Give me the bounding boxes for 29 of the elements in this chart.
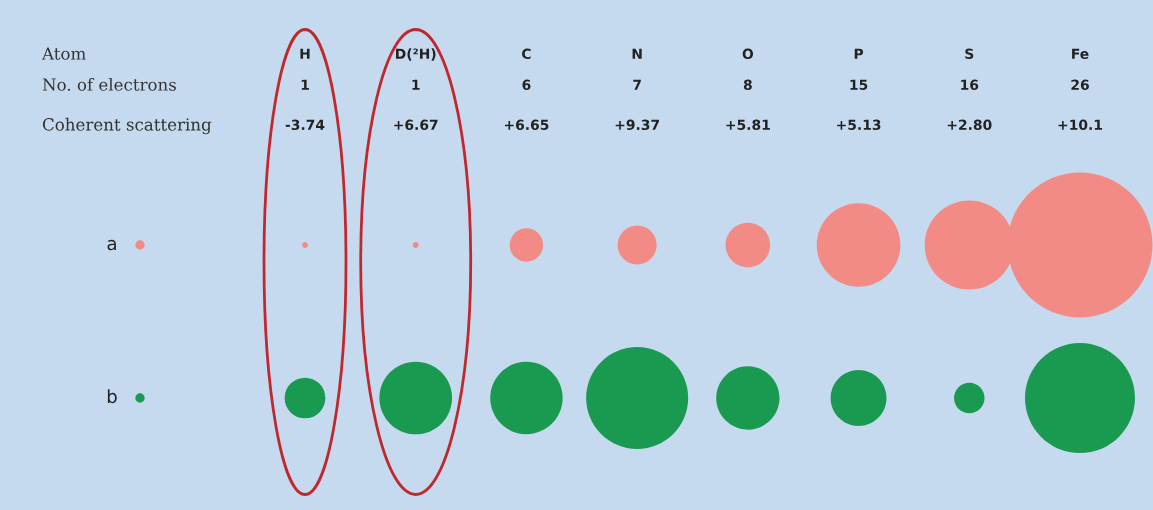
data-label: +2.80 [947, 119, 992, 131]
data-label: +5.13 [837, 119, 881, 131]
category-label: P [854, 48, 864, 59]
data-label: 26 [1071, 79, 1089, 91]
data-label: +10.1 [1058, 119, 1102, 131]
category-label: C [522, 48, 531, 60]
category-label: O [742, 48, 754, 60]
text: Atom [41, 47, 86, 60]
data-label: 16 [961, 79, 979, 91]
data-label: +5.81 [726, 119, 770, 131]
data-label: 8 [743, 79, 752, 91]
legend-label: a [107, 239, 116, 251]
category-label: S [965, 48, 974, 60]
data-label: 15 [850, 79, 868, 91]
text: Coherent scattering [42, 117, 212, 135]
data-label: 1 [412, 79, 420, 90]
data-label: 6 [522, 79, 531, 91]
data-label: 1 [301, 79, 309, 90]
legend-label: b [107, 389, 117, 404]
text: No. of electrons [42, 77, 176, 91]
data-label: 7 [633, 79, 641, 90]
data-label: +9.37 [615, 119, 659, 131]
data-label: +6.65 [504, 119, 549, 131]
category-label: Fe [1072, 48, 1089, 60]
data-label: +6.67 [394, 119, 438, 131]
category-label: D(²H) [396, 48, 436, 61]
data-label: -3.74 [285, 119, 325, 131]
category-label: H [300, 48, 310, 59]
category-label: N [632, 48, 642, 59]
